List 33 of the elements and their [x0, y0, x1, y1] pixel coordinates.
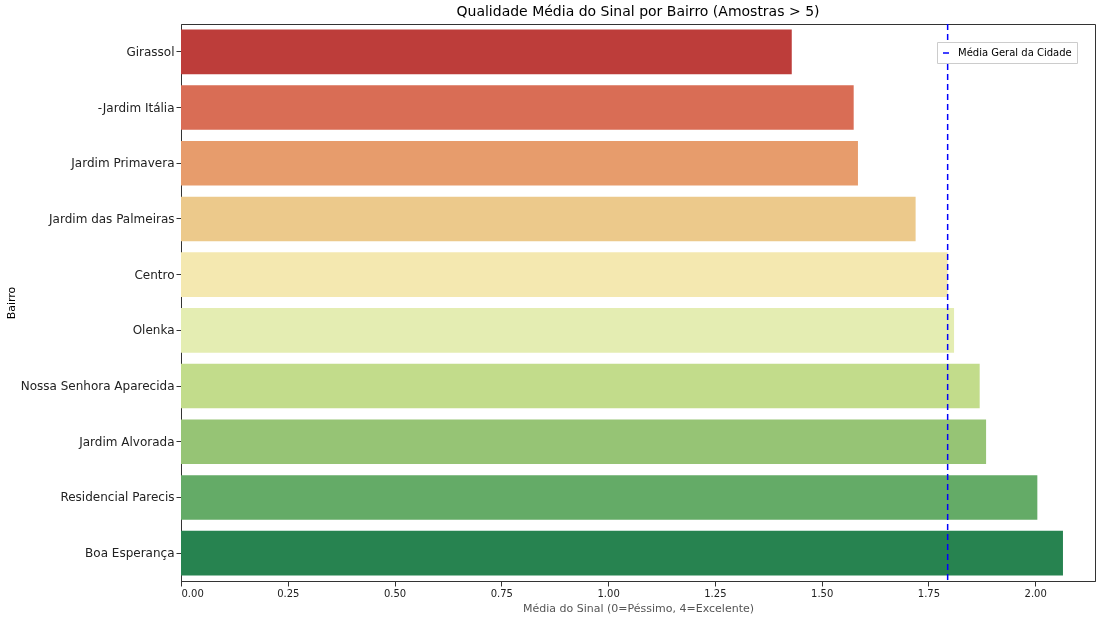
x-tick-label: 1.00	[597, 587, 620, 599]
bar	[181, 140, 858, 186]
x-tick-label: 1.50	[811, 587, 834, 599]
x-tick-label: 0.75	[490, 587, 513, 599]
x-tick-label: 2.00	[1024, 587, 1047, 599]
y-tick-label: Centro	[134, 267, 175, 282]
bar	[181, 419, 987, 465]
y-tick-label: -Jardim Itália	[97, 100, 175, 115]
bar	[181, 308, 955, 353]
x-tick-label: 0.00	[181, 587, 204, 599]
x-tick-label: 0.25	[277, 587, 300, 599]
x-axis-title: Média do Sinal (0=Péssimo, 4=Excelente)	[523, 601, 754, 615]
x-tick-label: 1.25	[704, 587, 727, 599]
x-tick-label: 0.50	[383, 587, 407, 599]
bar	[181, 363, 980, 409]
y-tick-label: Jardim Alvorada	[78, 434, 175, 449]
y-tick-label: Residencial Parecis	[60, 490, 175, 505]
x-tick-label: 1.75	[917, 587, 941, 599]
bar	[181, 196, 916, 242]
bar	[181, 530, 1063, 576]
y-tick-label: Nossa Senhora Aparecida	[20, 379, 175, 394]
y-axis-title: Bairro	[4, 286, 18, 320]
y-tick-label: Girassol	[126, 44, 175, 59]
bar	[181, 29, 792, 75]
bar	[181, 475, 1038, 520]
y-tick-label: Jardim das Palmeiras	[48, 211, 175, 226]
y-tick-label: Jardim Primavera	[70, 156, 175, 171]
y-tick-label: Boa Esperança	[85, 546, 175, 561]
y-tick-label: Olenka	[132, 323, 175, 338]
ref-line-label: Média Geral da Cidade	[958, 47, 1072, 58]
chart-title: Qualidade Média do Sinal por Bairro (Amostras > 5)	[456, 3, 820, 20]
bar	[181, 252, 948, 297]
bar	[181, 85, 854, 130]
